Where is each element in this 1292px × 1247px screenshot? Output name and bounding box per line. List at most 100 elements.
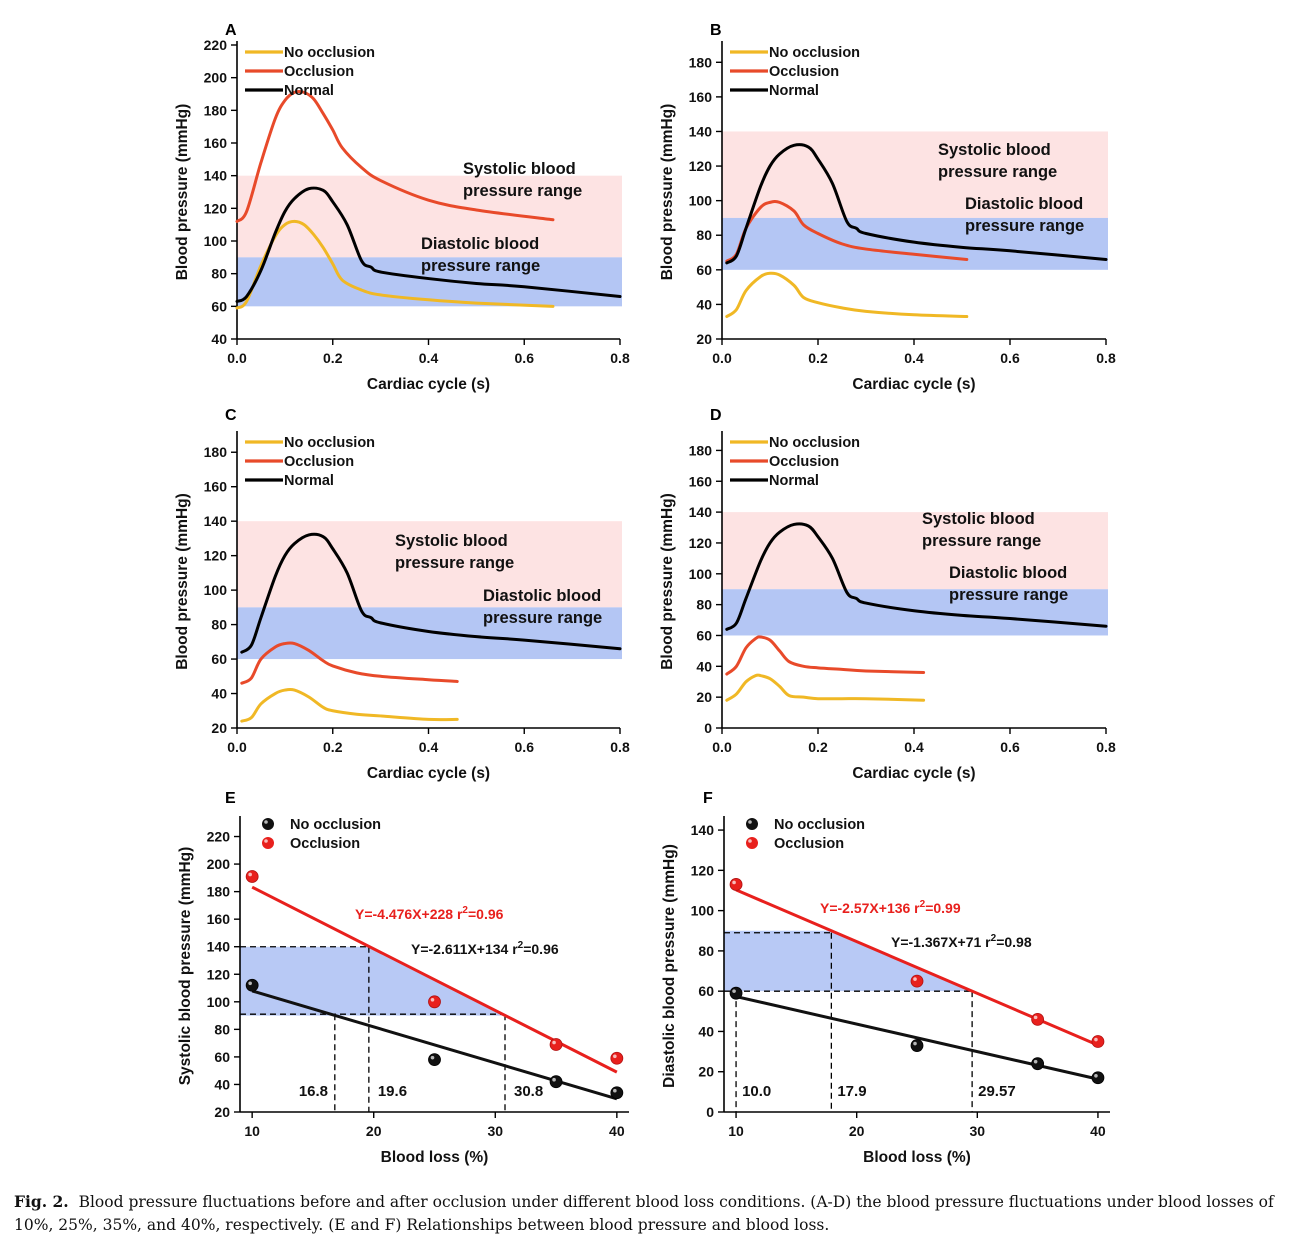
x-axis-label: Cardiac cycle (s) (852, 376, 975, 393)
y-tick-label: 80 (211, 266, 227, 282)
x-tick-label: 30 (487, 1123, 503, 1139)
data-point (1091, 1035, 1105, 1048)
panel-a: A 40 60 80 100 120 140 160 180 200 220 0.0 0.2 0.4 0.6… (174, 22, 630, 393)
data-point-highlight (913, 977, 917, 981)
y-axis-label: Blood pressure (mmHg) (659, 493, 676, 670)
fit-equation: Y=-1.367X+71 r2=0.98 (891, 933, 1032, 950)
x-tick-label: 0.6 (1000, 739, 1020, 755)
data-point-highlight (1033, 1059, 1038, 1064)
legend-marker-highlight (748, 820, 752, 824)
legend-label: Occlusion (769, 64, 839, 80)
data-point-highlight (613, 1088, 617, 1093)
x-tick-label: 0.0 (227, 739, 247, 755)
series-line-occlusion (235, 89, 555, 223)
legend-label: Normal (769, 473, 819, 489)
legend-marker (746, 818, 758, 830)
x-tick-label: 0.8 (1096, 739, 1116, 755)
y-tick-label: 200 (207, 856, 231, 872)
fit-equation-text: Y=-1.367X+71 r (891, 934, 991, 950)
data-point (245, 870, 259, 883)
y-tick-label: 120 (691, 862, 715, 878)
diastolic-range-label: pressure range (965, 217, 1084, 235)
superscript-two: 2 (462, 905, 468, 916)
panel-label: D (710, 407, 722, 424)
panel-e: E 16.8 19.6 30.8 20 40 60 80 100 120 140 160 180 200 2… (177, 790, 629, 1166)
systolic-range-band (237, 175, 622, 258)
y-tick-label: 40 (696, 658, 712, 674)
legend-label: No occlusion (774, 817, 865, 833)
data-point-highlight (732, 880, 736, 885)
series-line-occlusion (725, 635, 926, 676)
data-point (549, 1075, 563, 1089)
series-line-normal (725, 143, 1108, 265)
legend-label: No occlusion (290, 817, 381, 833)
y-tick-label: 160 (204, 135, 228, 151)
y-tick-label: 40 (698, 1023, 714, 1039)
y-axis-label: Blood pressure (mmHg) (174, 493, 191, 670)
y-tick-label: 20 (211, 720, 227, 736)
series-line-normal (235, 186, 622, 303)
series-line-occlusion (240, 641, 459, 685)
diastolic-range-label: Diastolic blood (949, 564, 1067, 582)
caption-label: Fig. 2. (14, 1192, 69, 1211)
y-tick-label: 80 (696, 227, 712, 243)
data-point (428, 1053, 441, 1067)
diastolic-range-label: Diastolic blood (421, 235, 539, 253)
y-tick-label: 120 (204, 200, 228, 216)
y-axis-label: Diastolic blood pressure (mmHg) (661, 844, 678, 1088)
x-axis-label: Cardiac cycle (s) (367, 765, 490, 782)
legend-label: No occlusion (769, 435, 860, 451)
fit-line-no-occlusion (735, 995, 1099, 1081)
x-tick-label: 0.4 (419, 739, 439, 755)
systolic-range-label: pressure range (395, 554, 514, 572)
y-tick-label: 0 (706, 1104, 714, 1120)
systolic-range-label: Systolic blood (938, 141, 1051, 159)
shaded-target-range (240, 946, 506, 1016)
diastolic-range-label: Diastolic blood (483, 587, 601, 605)
diastolic-range-label: pressure range (421, 257, 540, 275)
legend-label: Occlusion (284, 64, 354, 80)
x-axis-label: Cardiac cycle (s) (367, 376, 490, 393)
x-tick-label: 0.4 (904, 739, 924, 755)
x-tick-label: 0.8 (1096, 350, 1116, 366)
fit-r-squared: =0.98 (996, 934, 1032, 950)
diastolic-range-band (722, 217, 1108, 270)
y-tick-label: 160 (689, 89, 713, 105)
y-tick-label: 40 (214, 1076, 230, 1092)
y-tick-label: 200 (204, 70, 228, 86)
guide-value-label: 30.8 (514, 1083, 543, 1100)
legend-marker-highlight (264, 820, 268, 824)
systolic-range-band (237, 521, 622, 608)
y-axis-label: Blood pressure (mmHg) (174, 104, 191, 281)
x-tick-label: 0.4 (419, 350, 439, 366)
series-line-no-occlusion (725, 673, 926, 702)
data-point (910, 1039, 924, 1052)
panel-label: A (225, 22, 237, 39)
fit-equation: Y=-4.476X+228 r2=0.96 (355, 905, 504, 922)
x-tick-label: 0.6 (1000, 350, 1020, 366)
fit-equation: Y=-2.57X+136 r2=0.99 (820, 899, 961, 916)
y-tick-label: 80 (696, 597, 712, 613)
data-point (910, 974, 924, 988)
y-tick-label: 100 (207, 994, 231, 1010)
figure-caption: Fig. 2. Blood pressure fluctuations befo… (14, 1190, 1282, 1237)
data-point-highlight (1094, 1073, 1098, 1078)
guide-value-label: 10.0 (742, 1083, 771, 1100)
x-tick-label: 0.6 (515, 739, 535, 755)
fit-r-squared: =0.99 (925, 900, 961, 916)
y-tick-label: 180 (689, 442, 713, 458)
data-point (729, 986, 743, 1000)
legend-marker (262, 837, 274, 849)
x-tick-label: 0.8 (610, 739, 630, 755)
panel-b: B 20 40 60 80 100 120 140 160 180 0.0 0.2 0.4 0.6 0.8 C… (659, 22, 1116, 393)
guide-value-label: 17.9 (837, 1083, 866, 1100)
panel-f: F 10.0 17.9 29.57 0 20 40 60 80 100 120 140 10 20 30 40… (661, 790, 1110, 1166)
data-point-highlight (1033, 1015, 1038, 1020)
y-tick-label: 140 (689, 123, 713, 139)
y-tick-label: 100 (204, 582, 228, 598)
data-point-highlight (1094, 1037, 1098, 1042)
data-point-highlight (248, 872, 252, 877)
legend-label: No occlusion (769, 45, 860, 61)
panel-c: C 20 40 60 80 100 120 140 160 180 0.0 0.2 0.4 0.6 0.8 C… (174, 407, 630, 782)
systolic-range-label: pressure range (463, 182, 582, 200)
